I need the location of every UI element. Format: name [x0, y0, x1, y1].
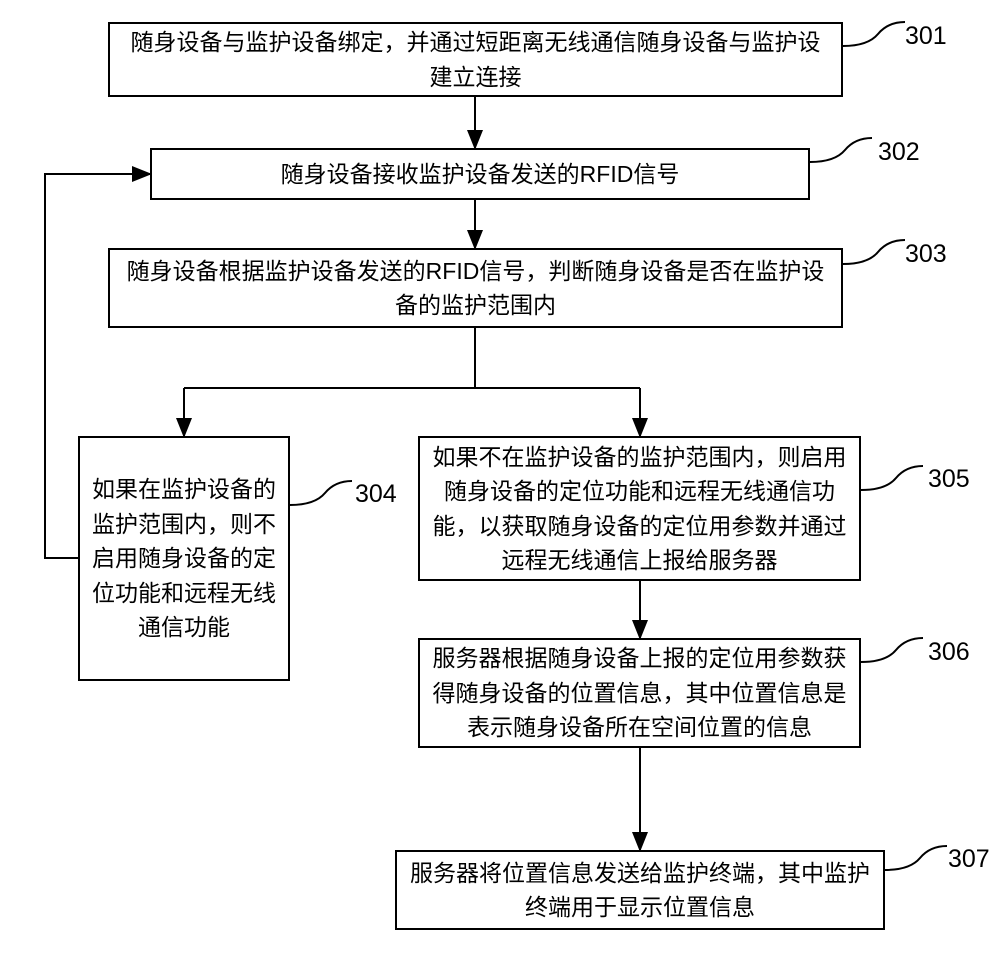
node-302-text: 随身设备接收监护设备发送的RFID信号 [281, 157, 680, 192]
flowchart-container: 随身设备与监护设备绑定，并通过短距离无线通信随身设备与监护设建立连接 301 随… [0, 0, 1000, 967]
label-301: 301 [905, 22, 947, 51]
node-301-text: 随身设备与监护设备绑定，并通过短距离无线通信随身设备与监护设建立连接 [122, 25, 829, 94]
label-302: 302 [878, 138, 920, 167]
label-304: 304 [355, 480, 397, 509]
callout-301 [843, 16, 913, 51]
node-305-text: 如果不在监护设备的监护范围内，则启用随身设备的定位功能和远程无线通信功能，以获取… [432, 440, 847, 578]
node-303-text: 随身设备根据监护设备发送的RFID信号，判断随身设备是否在监护设备的监护范围内 [122, 254, 829, 323]
node-306-text: 服务器根据随身设备上报的定位用参数获得随身设备的位置信息，其中位置信息是表示随身… [432, 641, 847, 745]
label-303: 303 [905, 240, 947, 269]
callout-303 [843, 234, 913, 269]
callout-304 [290, 475, 360, 510]
node-307-text: 服务器将位置信息发送给监护终端，其中监护终端用于显示位置信息 [409, 856, 871, 925]
callout-305 [861, 460, 931, 495]
label-305: 305 [928, 465, 970, 494]
node-304-text: 如果在监护设备的监护范围内，则不启用随身设备的定位功能和远程无线通信功能 [92, 472, 276, 645]
node-302: 随身设备接收监护设备发送的RFID信号 [150, 148, 810, 200]
node-301: 随身设备与监护设备绑定，并通过短距离无线通信随身设备与监护设建立连接 [108, 22, 843, 97]
label-306: 306 [928, 638, 970, 667]
node-307: 服务器将位置信息发送给监护终端，其中监护终端用于显示位置信息 [395, 850, 885, 930]
callout-306 [861, 632, 931, 667]
node-304: 如果在监护设备的监护范围内，则不启用随身设备的定位功能和远程无线通信功能 [78, 436, 290, 681]
node-306: 服务器根据随身设备上报的定位用参数获得随身设备的位置信息，其中位置信息是表示随身… [418, 638, 861, 748]
node-305: 如果不在监护设备的监护范围内，则启用随身设备的定位功能和远程无线通信功能，以获取… [418, 436, 861, 581]
node-303: 随身设备根据监护设备发送的RFID信号，判断随身设备是否在监护设备的监护范围内 [108, 248, 843, 328]
label-307: 307 [948, 845, 990, 874]
callout-302 [810, 132, 880, 167]
callout-307 [885, 840, 955, 875]
